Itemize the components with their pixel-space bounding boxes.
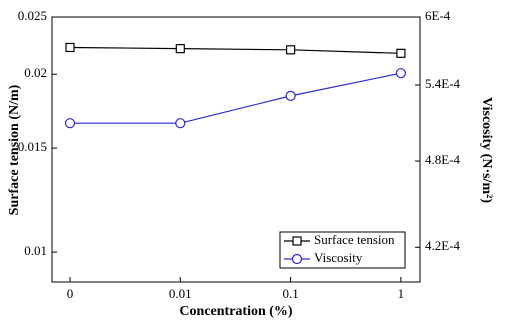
data-point: [396, 48, 406, 58]
series-line: [70, 72, 402, 124]
series-line: [69, 46, 401, 54]
plot-frame: [51, 16, 421, 283]
data-point: [395, 68, 406, 79]
data-point: [65, 42, 75, 53]
data-point: [175, 44, 185, 54]
data-point: [286, 45, 296, 55]
y2-tick-label: 6E-4: [425, 8, 451, 23]
x-tick-label: 1: [398, 286, 405, 301]
y-tick-label: 0.015: [18, 139, 47, 154]
data-point: [285, 90, 296, 101]
data-point: [175, 118, 186, 129]
legend-label: Viscosity: [314, 250, 363, 265]
y2-tick-label: 4.2E-4: [425, 238, 461, 253]
y2-axis-title: Viscosity (N·s/m²): [479, 97, 494, 203]
legend-marker: [292, 236, 302, 246]
legend-marker: [291, 253, 303, 265]
y-tick-label: 0.02: [24, 65, 47, 80]
legend-label: Surface tension: [314, 232, 395, 247]
y-tick-label: 0.025: [18, 8, 47, 23]
x-axis-title: Concentration (%): [179, 304, 292, 319]
y2-tick-label: 4.8E-4: [425, 152, 461, 167]
x-tick-label: 0: [67, 286, 74, 301]
y2-tick-label: 5.4E-4: [425, 76, 461, 91]
data-point: [64, 118, 76, 129]
y-axis-title: Surface tension (N/m): [7, 84, 22, 215]
x-tick-label: 0.1: [282, 286, 298, 301]
y-tick-label: 0.01: [24, 243, 47, 258]
x-tick-label: 0.01: [169, 286, 192, 301]
